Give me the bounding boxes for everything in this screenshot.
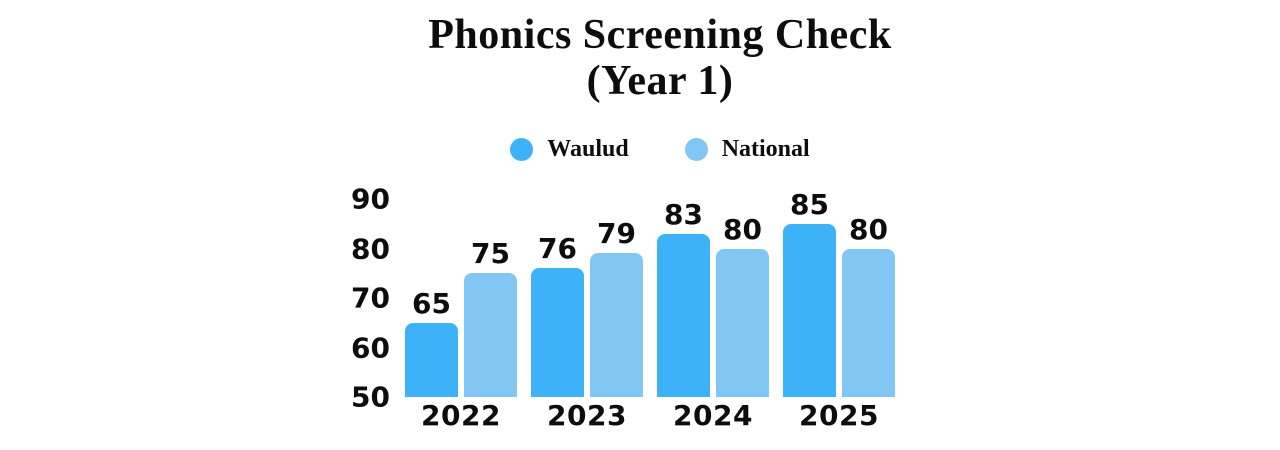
- bar-value-label-national-2022: 75: [471, 237, 510, 271]
- bar-value-label-waulud-2024: 83: [664, 197, 703, 231]
- legend: Waulud National: [40, 136, 1280, 163]
- x-tick-label-2023: 2023: [547, 399, 627, 432]
- chart-title-line1: Phonics Screening Check: [428, 12, 892, 58]
- bar-national-2022: 75: [464, 237, 517, 397]
- bar-waulud-2022: 65: [405, 287, 458, 397]
- waulud-dot-icon: [510, 138, 534, 161]
- bar-waulud-2023: 76: [531, 232, 584, 397]
- x-tick-label-2025: 2025: [799, 399, 879, 432]
- y-axis: 90 80 70 60 50: [340, 183, 390, 414]
- bar-value-label-waulud-2022: 65: [412, 286, 451, 320]
- plot-area: 65 75 2022 76 79 2023 83 80 2024 85 80 2025: [405, 188, 895, 432]
- national-dot-icon: [684, 138, 708, 161]
- bar-value-label-waulud-2025: 85: [790, 187, 829, 221]
- bar-waulud-2025: 85: [783, 188, 836, 397]
- bar-group-2024: 83 80 2024: [657, 198, 769, 432]
- legend-item-national: National: [684, 136, 810, 163]
- x-tick-label-2022: 2022: [421, 399, 501, 432]
- y-tick-label-90: 90: [351, 182, 390, 216]
- legend-label-national: National: [721, 136, 810, 162]
- bar-national-2023: 79: [590, 217, 643, 397]
- bar-national-2024: 80: [716, 213, 769, 397]
- legend-label-waulud: Waulud: [547, 136, 629, 162]
- y-tick-label-60: 60: [351, 331, 390, 364]
- bar-group-2023: 76 79 2023: [531, 199, 643, 432]
- chart-title-line2: (Year 1): [586, 58, 734, 104]
- bar-waulud-2024: 83: [657, 198, 710, 397]
- bar-group-2022: 65 75 2022: [405, 199, 517, 432]
- bar-value-label-national-2023: 79: [597, 217, 636, 251]
- y-tick-label-50: 50: [351, 380, 390, 414]
- y-tick-label-80: 80: [351, 232, 390, 265]
- chart-title: Phonics Screening Check (Year 1): [40, 12, 1280, 104]
- bar-group-2025: 85 80 2025: [783, 188, 895, 432]
- y-tick-label-70: 70: [351, 281, 390, 315]
- bar-value-label-waulud-2023: 76: [538, 232, 577, 266]
- legend-item-waulud: Waulud: [510, 136, 629, 163]
- bar-national-2025: 80: [842, 213, 895, 397]
- bar-value-label-national-2024: 80: [723, 212, 762, 246]
- bar-value-label-national-2025: 80: [849, 212, 888, 246]
- x-tick-label-2024: 2024: [673, 399, 753, 432]
